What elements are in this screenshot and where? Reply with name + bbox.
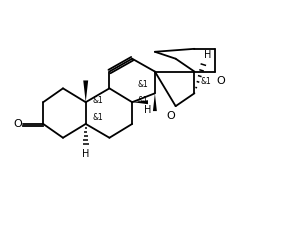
Text: &1: &1 bbox=[201, 77, 212, 86]
Polygon shape bbox=[153, 93, 157, 111]
Text: &1: &1 bbox=[138, 96, 148, 105]
Text: H: H bbox=[82, 149, 89, 159]
Text: &1: &1 bbox=[138, 80, 148, 89]
Polygon shape bbox=[132, 100, 148, 104]
Text: H: H bbox=[204, 50, 211, 60]
Text: O: O bbox=[166, 111, 175, 121]
Text: &1: &1 bbox=[92, 114, 103, 122]
Text: &1: &1 bbox=[92, 96, 103, 105]
Polygon shape bbox=[83, 80, 88, 102]
Text: H: H bbox=[144, 105, 152, 115]
Text: O: O bbox=[13, 119, 22, 129]
Text: O: O bbox=[217, 76, 226, 86]
